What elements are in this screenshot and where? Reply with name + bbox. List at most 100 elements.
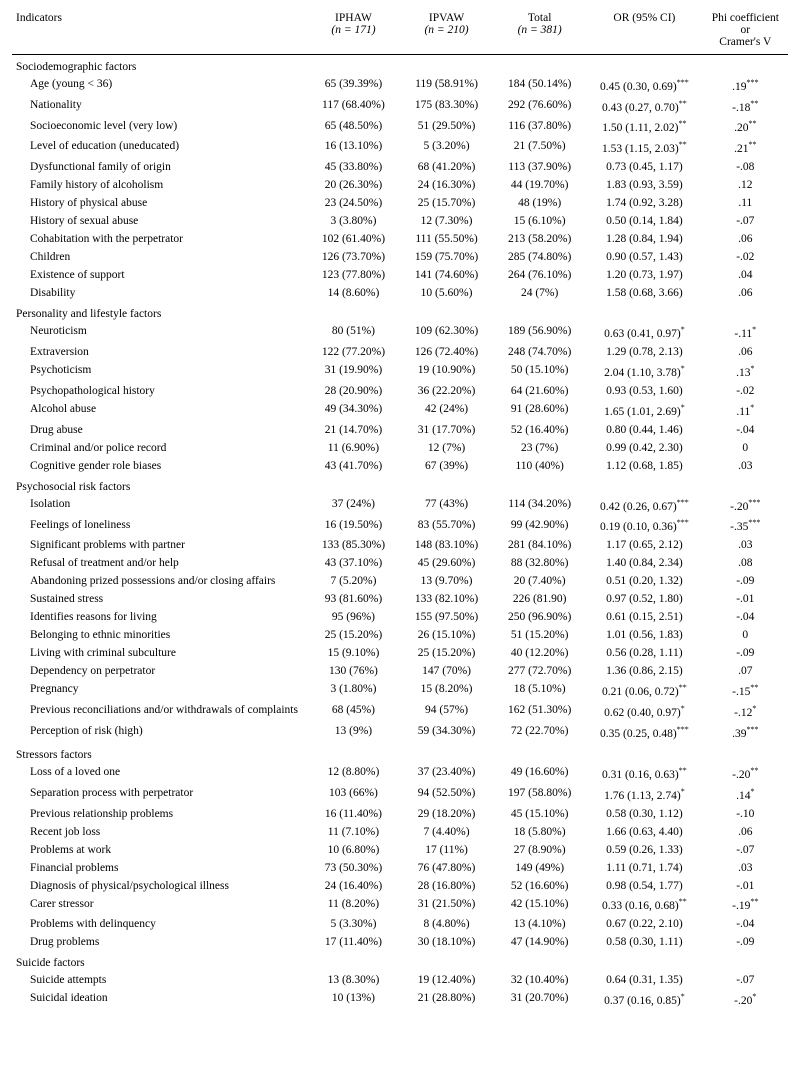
cell-value: 24 (16.40%) xyxy=(307,877,400,895)
cell-value: 11 (8.20%) xyxy=(307,895,400,916)
cell-or: 0.80 (0.44, 1.46) xyxy=(586,421,702,439)
cell-indicator: Cognitive gender role biases xyxy=(12,457,307,475)
cell-value: 18 (5.80%) xyxy=(493,823,586,841)
cell-phi: -.02 xyxy=(703,248,788,266)
cell-value: 117 (68.40%) xyxy=(307,96,400,117)
cell-phi: -.04 xyxy=(703,608,788,626)
cell-value: 21 (28.80%) xyxy=(400,989,493,1010)
cell-value: 15 (6.10%) xyxy=(493,212,586,230)
cell-value: 159 (75.70%) xyxy=(400,248,493,266)
table-row: Sustained stress93 (81.60%)133 (82.10%)2… xyxy=(12,590,788,608)
table-row: Recent job loss11 (7.10%)7 (4.40%)18 (5.… xyxy=(12,823,788,841)
cell-value: 43 (41.70%) xyxy=(307,457,400,475)
cell-value: 213 (58.20%) xyxy=(493,230,586,248)
cell-phi: -.20** xyxy=(703,763,788,784)
cell-value: 7 (5.20%) xyxy=(307,572,400,590)
cell-value: 23 (24.50%) xyxy=(307,194,400,212)
cell-value: 76 (47.80%) xyxy=(400,859,493,877)
cell-indicator: Pregnancy xyxy=(12,680,307,701)
table-row: Suicidal ideation10 (13%)21 (28.80%)31 (… xyxy=(12,989,788,1010)
table-row: Psychopathological history28 (20.90%)36 … xyxy=(12,382,788,400)
cell-or: 0.98 (0.54, 1.77) xyxy=(586,877,702,895)
cell-phi: 0 xyxy=(703,439,788,457)
section-title: Stressors factors xyxy=(12,743,788,763)
cell-phi: .20** xyxy=(703,117,788,138)
cell-or: 0.45 (0.30, 0.69)*** xyxy=(586,75,702,96)
cell-indicator: Extraversion xyxy=(12,343,307,361)
cell-value: 73 (50.30%) xyxy=(307,859,400,877)
section-title: Personality and lifestyle factors xyxy=(12,302,788,322)
cell-value: 12 (8.80%) xyxy=(307,763,400,784)
cell-value: 17 (11%) xyxy=(400,841,493,859)
cell-value: 277 (72.70%) xyxy=(493,662,586,680)
cell-indicator: Previous reconciliations and/or withdraw… xyxy=(12,701,307,722)
table-row: Problems at work10 (6.80%)17 (11%)27 (8.… xyxy=(12,841,788,859)
cell-or: 0.64 (0.31, 1.35) xyxy=(586,971,702,989)
section-row: Stressors factors xyxy=(12,743,788,763)
cell-or: 0.56 (0.28, 1.11) xyxy=(586,644,702,662)
cell-value: 149 (49%) xyxy=(493,859,586,877)
table-row: Alcohol abuse49 (34.30%)42 (24%)91 (28.6… xyxy=(12,400,788,421)
cell-or: 0.93 (0.53, 1.60) xyxy=(586,382,702,400)
cell-phi: -.09 xyxy=(703,644,788,662)
cell-phi: .13* xyxy=(703,361,788,382)
cell-phi: -.12* xyxy=(703,701,788,722)
cell-value: 77 (43%) xyxy=(400,495,493,516)
cell-indicator: Sustained stress xyxy=(12,590,307,608)
table-row: Cognitive gender role biases43 (41.70%)6… xyxy=(12,457,788,475)
cell-value: 16 (11.40%) xyxy=(307,805,400,823)
cell-indicator: Criminal and/or police record xyxy=(12,439,307,457)
table-row: History of physical abuse23 (24.50%)25 (… xyxy=(12,194,788,212)
cell-or: 0.21 (0.06, 0.72)** xyxy=(586,680,702,701)
cell-value: 68 (45%) xyxy=(307,701,400,722)
cell-value: 3 (1.80%) xyxy=(307,680,400,701)
cell-value: 10 (6.80%) xyxy=(307,841,400,859)
section-row: Psychosocial risk factors xyxy=(12,475,788,495)
cell-value: 42 (15.10%) xyxy=(493,895,586,916)
section-title: Sociodemographic factors xyxy=(12,55,788,76)
table-row: Perception of risk (high)13 (9%)59 (34.3… xyxy=(12,722,788,743)
cell-value: 37 (24%) xyxy=(307,495,400,516)
cell-value: 94 (52.50%) xyxy=(400,784,493,805)
cell-or: 0.50 (0.14, 1.84) xyxy=(586,212,702,230)
cell-value: 59 (34.30%) xyxy=(400,722,493,743)
cell-indicator: Dependency on perpetrator xyxy=(12,662,307,680)
cell-indicator: Level of education (uneducated) xyxy=(12,137,307,158)
cell-indicator: Cohabitation with the perpetrator xyxy=(12,230,307,248)
section-row: Sociodemographic factors xyxy=(12,55,788,76)
cell-value: 126 (72.40%) xyxy=(400,343,493,361)
cell-indicator: History of sexual abuse xyxy=(12,212,307,230)
cell-value: 16 (13.10%) xyxy=(307,137,400,158)
cell-or: 0.31 (0.16, 0.63)** xyxy=(586,763,702,784)
cell-phi: .14* xyxy=(703,784,788,805)
cell-value: 42 (24%) xyxy=(400,400,493,421)
table-row: Disability14 (8.60%)10 (5.60%)24 (7%)1.5… xyxy=(12,284,788,302)
cell-or: 0.63 (0.41, 0.97)* xyxy=(586,322,702,343)
cell-value: 68 (41.20%) xyxy=(400,158,493,176)
cell-value: 49 (34.30%) xyxy=(307,400,400,421)
cell-indicator: Family history of alcoholism xyxy=(12,176,307,194)
table-row: Extraversion122 (77.20%)126 (72.40%)248 … xyxy=(12,343,788,361)
table-row: Dependency on perpetrator130 (76%)147 (7… xyxy=(12,662,788,680)
cell-value: 91 (28.60%) xyxy=(493,400,586,421)
table-row: Family history of alcoholism20 (26.30%)2… xyxy=(12,176,788,194)
cell-value: 292 (76.60%) xyxy=(493,96,586,117)
section-row: Personality and lifestyle factors xyxy=(12,302,788,322)
cell-phi: .12 xyxy=(703,176,788,194)
cell-value: 65 (48.50%) xyxy=(307,117,400,138)
cell-phi: .03 xyxy=(703,536,788,554)
cell-indicator: Loss of a loved one xyxy=(12,763,307,784)
cell-indicator: Identifies reasons for living xyxy=(12,608,307,626)
cell-indicator: Alcohol abuse xyxy=(12,400,307,421)
cell-indicator: Disability xyxy=(12,284,307,302)
cell-value: 285 (74.80%) xyxy=(493,248,586,266)
cell-indicator: Previous relationship problems xyxy=(12,805,307,823)
col-indicators: Indicators xyxy=(12,8,307,55)
cell-value: 31 (21.50%) xyxy=(400,895,493,916)
cell-indicator: Carer stressor xyxy=(12,895,307,916)
cell-phi: -.07 xyxy=(703,841,788,859)
table-row: Carer stressor11 (8.20%)31 (21.50%)42 (1… xyxy=(12,895,788,916)
cell-indicator: Psychoticism xyxy=(12,361,307,382)
cell-or: 1.58 (0.68, 3.66) xyxy=(586,284,702,302)
cell-indicator: Problems with delinquency xyxy=(12,915,307,933)
